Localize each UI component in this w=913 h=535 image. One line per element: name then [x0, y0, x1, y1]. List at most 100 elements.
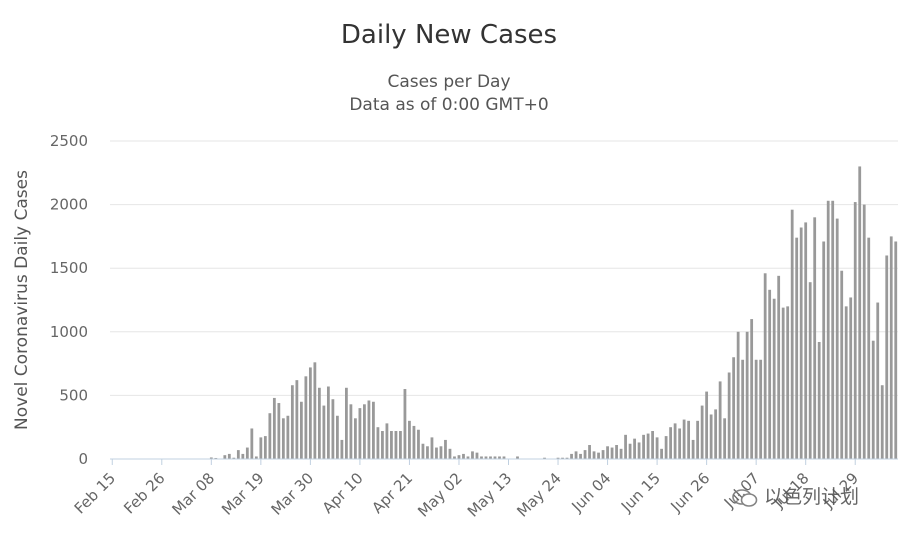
- bar[interactable]: [858, 166, 862, 459]
- bar[interactable]: [363, 404, 366, 459]
- bar[interactable]: [331, 399, 335, 459]
- bar[interactable]: [700, 405, 704, 459]
- bar[interactable]: [421, 443, 425, 459]
- bar[interactable]: [502, 456, 506, 459]
- bar[interactable]: [561, 457, 564, 459]
- bar[interactable]: [588, 445, 591, 459]
- bar[interactable]: [651, 431, 654, 459]
- bar[interactable]: [745, 331, 749, 459]
- bar[interactable]: [705, 391, 709, 459]
- bar[interactable]: [669, 427, 672, 459]
- bar[interactable]: [840, 270, 844, 459]
- bar[interactable]: [290, 385, 294, 459]
- bar[interactable]: [795, 237, 799, 459]
- bar[interactable]: [714, 409, 718, 459]
- bar[interactable]: [615, 445, 618, 459]
- bar[interactable]: [209, 457, 213, 459]
- bar[interactable]: [655, 437, 659, 459]
- bar[interactable]: [254, 456, 258, 459]
- bar[interactable]: [326, 386, 330, 460]
- bar[interactable]: [867, 237, 871, 459]
- bar[interactable]: [556, 457, 560, 459]
- bar[interactable]: [385, 423, 389, 459]
- bar[interactable]: [741, 359, 745, 459]
- bar[interactable]: [426, 446, 429, 459]
- bar[interactable]: [570, 453, 573, 459]
- bar[interactable]: [435, 447, 438, 459]
- bar[interactable]: [259, 437, 263, 459]
- bar[interactable]: [322, 405, 326, 459]
- bar[interactable]: [376, 427, 380, 459]
- bar[interactable]: [691, 439, 695, 459]
- bar[interactable]: [835, 218, 839, 459]
- bar[interactable]: [619, 448, 623, 459]
- bar[interactable]: [574, 451, 578, 459]
- bar[interactable]: [678, 428, 682, 459]
- bar[interactable]: [817, 341, 821, 459]
- bar[interactable]: [606, 446, 609, 459]
- bar[interactable]: [709, 414, 713, 459]
- bar[interactable]: [223, 455, 227, 459]
- bar[interactable]: [336, 415, 339, 459]
- bar[interactable]: [462, 453, 465, 459]
- bar[interactable]: [732, 357, 736, 459]
- bar[interactable]: [894, 241, 898, 459]
- bar[interactable]: [889, 236, 893, 459]
- bar[interactable]: [227, 453, 231, 459]
- bar[interactable]: [750, 319, 754, 459]
- bar[interactable]: [808, 282, 812, 459]
- bar[interactable]: [727, 372, 731, 460]
- bar[interactable]: [763, 273, 767, 459]
- bar[interactable]: [876, 302, 880, 459]
- bar[interactable]: [475, 452, 479, 459]
- bar[interactable]: [493, 456, 497, 459]
- bar[interactable]: [214, 457, 218, 459]
- bar[interactable]: [313, 362, 317, 459]
- bar[interactable]: [696, 420, 700, 459]
- bar[interactable]: [772, 298, 776, 459]
- bar[interactable]: [885, 255, 889, 459]
- bar[interactable]: [597, 452, 600, 459]
- bar[interactable]: [777, 275, 781, 459]
- bar[interactable]: [268, 413, 272, 459]
- bar[interactable]: [880, 385, 884, 459]
- bar[interactable]: [480, 456, 483, 459]
- bar[interactable]: [417, 429, 420, 459]
- bar[interactable]: [466, 456, 470, 459]
- bar[interactable]: [633, 438, 636, 459]
- bar[interactable]: [471, 451, 474, 459]
- bar[interactable]: [682, 419, 686, 459]
- bar[interactable]: [759, 359, 763, 459]
- bar[interactable]: [444, 439, 447, 459]
- bar[interactable]: [498, 456, 501, 459]
- bar[interactable]: [340, 439, 344, 459]
- bar[interactable]: [272, 397, 276, 459]
- bar[interactable]: [610, 447, 614, 459]
- bar[interactable]: [232, 457, 236, 459]
- bar[interactable]: [412, 425, 416, 459]
- bar[interactable]: [245, 447, 249, 459]
- bar[interactable]: [862, 204, 866, 459]
- bar[interactable]: [579, 453, 582, 459]
- bar[interactable]: [317, 387, 321, 459]
- bar[interactable]: [642, 434, 645, 459]
- bar[interactable]: [664, 436, 668, 459]
- bar[interactable]: [308, 367, 312, 459]
- bar[interactable]: [592, 451, 596, 459]
- bar[interactable]: [583, 450, 587, 459]
- bar[interactable]: [790, 209, 794, 459]
- bar[interactable]: [439, 446, 443, 459]
- bar[interactable]: [484, 456, 488, 459]
- bar[interactable]: [565, 457, 569, 459]
- bar[interactable]: [646, 433, 650, 459]
- bar[interactable]: [367, 400, 371, 459]
- bar[interactable]: [781, 307, 785, 459]
- bar[interactable]: [241, 453, 245, 459]
- bar[interactable]: [718, 381, 722, 459]
- bar[interactable]: [628, 443, 632, 459]
- bar[interactable]: [673, 423, 677, 459]
- bar[interactable]: [390, 431, 393, 459]
- bar[interactable]: [687, 420, 691, 459]
- bar[interactable]: [457, 455, 461, 459]
- bar[interactable]: [723, 418, 727, 459]
